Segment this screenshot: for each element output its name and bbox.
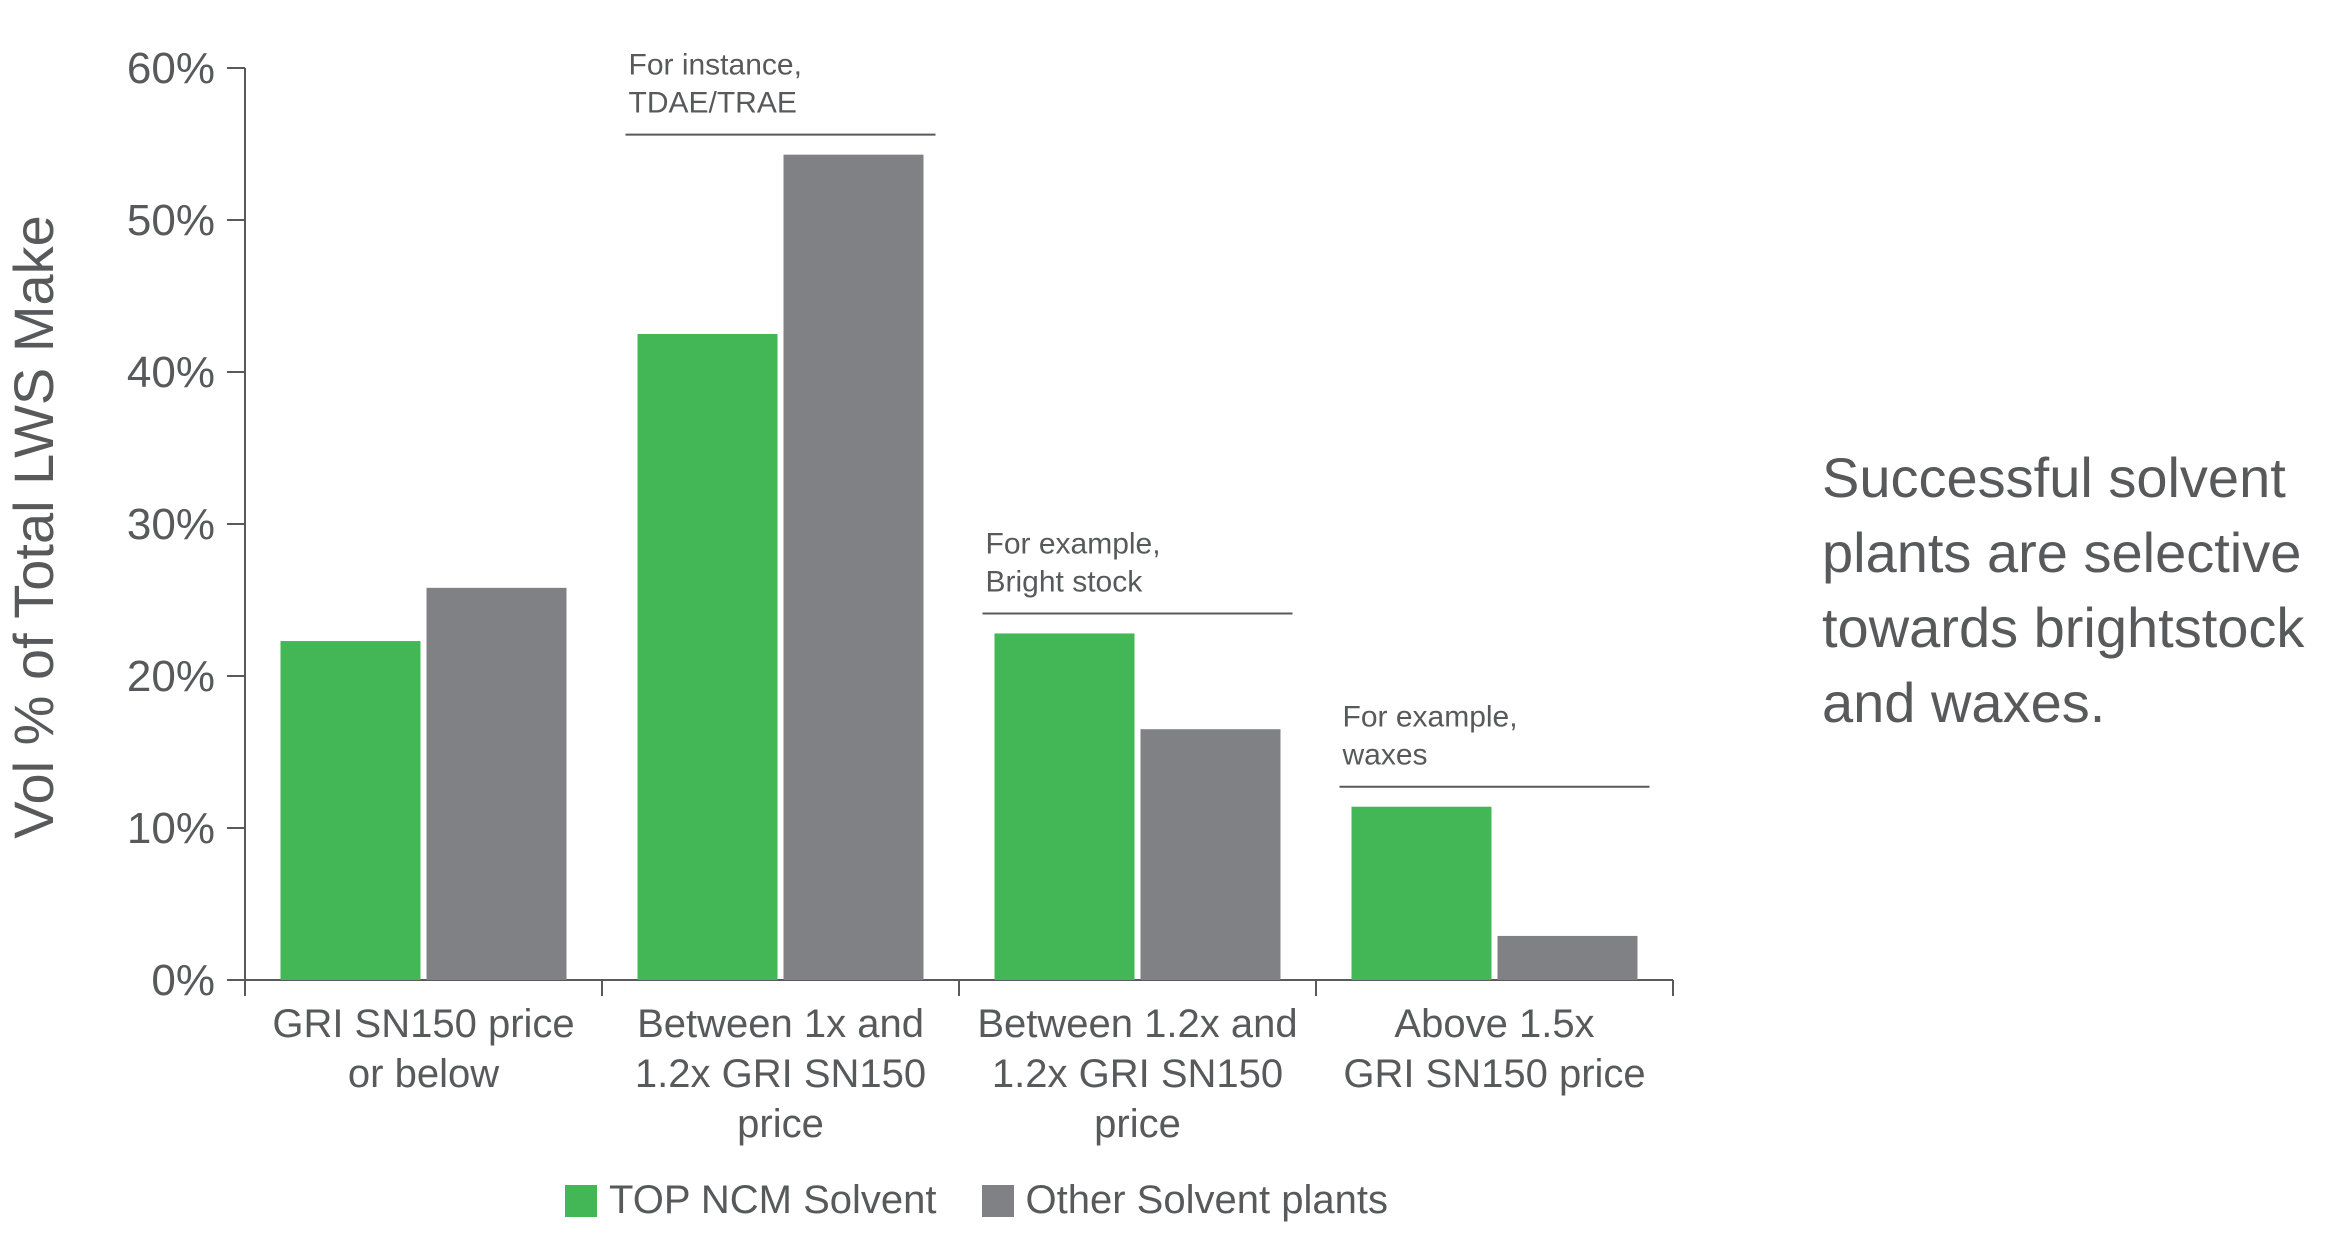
y-tick-label: 20%: [127, 652, 215, 701]
x-tick-label: Between 1.2x and: [977, 1002, 1297, 1046]
bar-other: [783, 154, 924, 980]
x-tick-label: or below: [348, 1052, 499, 1096]
y-axis-label: Vol % of Total LWS Make: [2, 215, 65, 839]
side-note-line: plants are selective: [1822, 521, 2302, 584]
legend-swatch-top-ncm: [565, 1184, 597, 1217]
annotation-text: waxes: [1342, 739, 1428, 772]
x-tick-label: price: [1094, 1102, 1181, 1146]
side-note: Successful solvent plants are selective …: [1822, 440, 2342, 740]
legend-label-other: Other Solvent plants: [1025, 1178, 1388, 1222]
y-tick-label: 10%: [127, 804, 215, 853]
bar-top-ncm: [994, 633, 1135, 980]
y-tick-label: 60%: [127, 44, 215, 93]
x-tick-label: 1.2x GRI SN150: [992, 1052, 1283, 1096]
x-tick-label: price: [737, 1102, 824, 1146]
y-tick-label: 40%: [127, 348, 215, 397]
y-tick-label: 50%: [127, 196, 215, 245]
bar-top-ncm: [280, 641, 421, 980]
y-tick-label: 30%: [127, 500, 215, 549]
legend-label-top-ncm: TOP NCM Solvent: [609, 1178, 937, 1222]
y-tick-label: 0%: [151, 956, 215, 1005]
side-note-line: Successful solvent: [1822, 446, 2286, 509]
bar-top-ncm: [1351, 806, 1492, 980]
annotation-text: For instance,: [629, 49, 802, 82]
bar-top-ncm: [637, 334, 778, 980]
legend: TOP NCM Solvent Other Solvent plants: [565, 1178, 1433, 1223]
x-tick-label: GRI SN150 price: [272, 1002, 574, 1046]
annotation-text: TDAE/TRAE: [629, 87, 797, 120]
legend-swatch-other: [981, 1184, 1014, 1217]
x-tick-label: Above 1.5x: [1394, 1002, 1594, 1046]
annotation-text: For example,: [1343, 701, 1518, 734]
side-note-line: and waxes.: [1822, 671, 2106, 734]
legend-item-top-ncm: TOP NCM Solvent: [565, 1178, 937, 1223]
side-note-line: towards brightstock: [1822, 596, 2305, 659]
x-tick-label: Between 1x and: [637, 1002, 924, 1046]
annotation-text: Bright stock: [986, 565, 1144, 598]
bar-other: [1140, 729, 1281, 980]
x-tick-label: 1.2x GRI SN150: [635, 1052, 926, 1096]
legend-item-other: Other Solvent plants: [981, 1178, 1388, 1223]
bar-other: [426, 587, 567, 980]
x-tick-label: GRI SN150 price: [1343, 1052, 1645, 1096]
annotation-text: For example,: [986, 527, 1161, 560]
bar-other: [1497, 935, 1638, 980]
